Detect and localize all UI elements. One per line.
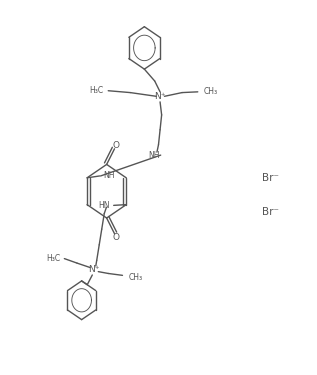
Text: CH₃: CH₃ [128, 273, 142, 282]
Text: HN: HN [98, 201, 110, 210]
Text: O: O [113, 233, 120, 242]
Text: NH: NH [104, 171, 115, 180]
Text: Br⁻: Br⁻ [262, 207, 279, 217]
Text: H₃C: H₃C [89, 86, 104, 95]
Text: N⁺: N⁺ [88, 265, 100, 274]
Text: Br⁻: Br⁻ [262, 173, 279, 183]
Text: H₃C: H₃C [46, 254, 60, 263]
Text: CH₃: CH₃ [204, 87, 218, 96]
Text: NH: NH [148, 151, 159, 160]
Text: O: O [113, 141, 120, 150]
Text: N⁺: N⁺ [154, 92, 166, 101]
